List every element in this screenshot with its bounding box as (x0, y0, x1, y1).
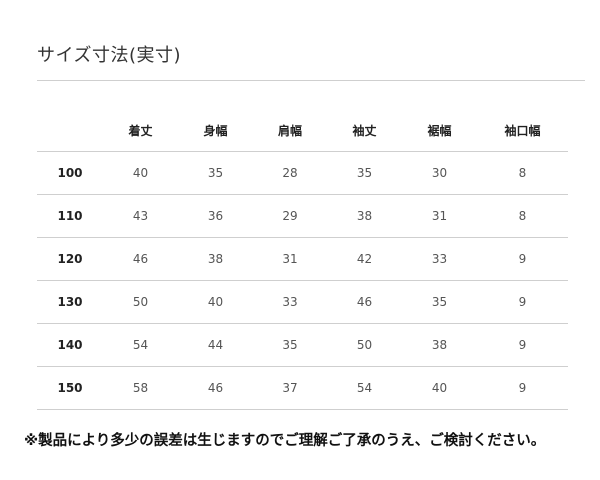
size-cell: 140 (37, 323, 103, 367)
measurement-cell: 9 (477, 280, 568, 324)
measurement-cell: 42 (327, 237, 402, 281)
measurement-cell: 46 (178, 366, 253, 410)
measurement-cell: 54 (103, 323, 178, 367)
measurement-cell: 35 (253, 323, 327, 367)
measurement-cell: 43 (103, 194, 178, 238)
measurement-cell: 9 (477, 237, 568, 281)
page-title: サイズ寸法(実寸) (37, 45, 182, 66)
title-divider (37, 80, 585, 81)
measurement-cell: 40 (178, 280, 253, 324)
table-row: 120 46 38 31 42 33 9 (37, 237, 568, 281)
size-cell: 110 (37, 194, 103, 238)
table-row: 130 50 40 33 46 35 9 (37, 280, 568, 324)
column-header (37, 109, 103, 152)
measurement-cell: 46 (103, 237, 178, 281)
measurement-cell: 35 (327, 151, 402, 195)
disclaimer-note: ※製品により多少の誤差は生じますのでご理解ご了承のうえ、ご検討ください。 (24, 433, 546, 449)
measurement-cell: 35 (178, 151, 253, 195)
column-header: 肩幅 (253, 109, 327, 152)
measurement-cell: 30 (402, 151, 477, 195)
column-header: 身幅 (178, 109, 253, 152)
measurement-cell: 33 (253, 280, 327, 324)
table-row: 100 40 35 28 35 30 8 (37, 151, 568, 195)
measurement-cell: 8 (477, 194, 568, 238)
size-cell: 120 (37, 237, 103, 281)
size-cell: 150 (37, 366, 103, 410)
size-table: 着丈 身幅 肩幅 袖丈 裾幅 袖口幅 100 40 35 28 35 30 8 110 43 36… (37, 109, 568, 410)
column-header: 着丈 (103, 109, 178, 152)
measurement-cell: 54 (327, 366, 402, 410)
measurement-cell: 8 (477, 151, 568, 195)
measurement-cell: 40 (402, 366, 477, 410)
measurement-cell: 58 (103, 366, 178, 410)
measurement-cell: 40 (103, 151, 178, 195)
column-header: 袖丈 (327, 109, 402, 152)
table-row: 150 58 46 37 54 40 9 (37, 366, 568, 410)
table-header-row: 着丈 身幅 肩幅 袖丈 裾幅 袖口幅 (37, 109, 568, 152)
measurement-cell: 36 (178, 194, 253, 238)
column-header: 袖口幅 (477, 109, 568, 152)
measurement-cell: 44 (178, 323, 253, 367)
measurement-cell: 33 (402, 237, 477, 281)
measurement-cell: 35 (402, 280, 477, 324)
measurement-cell: 31 (402, 194, 477, 238)
measurement-cell: 46 (327, 280, 402, 324)
measurement-cell: 9 (477, 366, 568, 410)
size-cell: 100 (37, 151, 103, 195)
measurement-cell: 29 (253, 194, 327, 238)
measurement-cell: 31 (253, 237, 327, 281)
measurement-cell: 38 (178, 237, 253, 281)
measurement-cell: 28 (253, 151, 327, 195)
column-header: 裾幅 (402, 109, 477, 152)
measurement-cell: 9 (477, 323, 568, 367)
measurement-cell: 50 (327, 323, 402, 367)
table-row: 140 54 44 35 50 38 9 (37, 323, 568, 367)
measurement-cell: 50 (103, 280, 178, 324)
measurement-cell: 38 (402, 323, 477, 367)
measurement-cell: 37 (253, 366, 327, 410)
measurement-cell: 38 (327, 194, 402, 238)
size-cell: 130 (37, 280, 103, 324)
table-row: 110 43 36 29 38 31 8 (37, 194, 568, 238)
